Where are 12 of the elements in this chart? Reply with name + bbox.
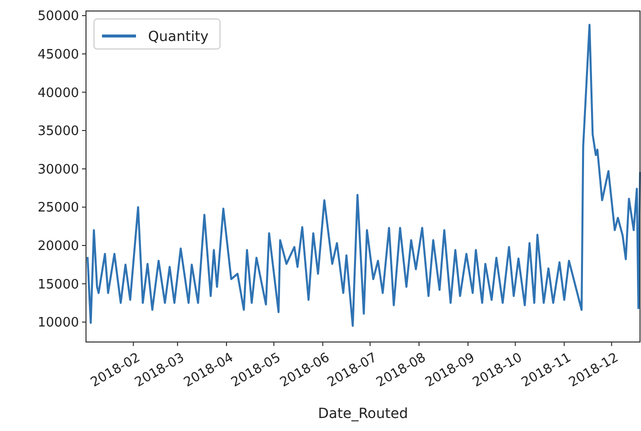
y-tick-label: 35000 [38,124,79,140]
y-tick-label: 25000 [38,200,79,216]
line-series [86,24,641,327]
y-tick-label: 20000 [38,239,79,254]
legend-label: Quantity [148,28,208,45]
y-tick-label: 15000 [38,277,79,292]
y-tick-label: 30000 [38,162,79,178]
y-tick-label: 45000 [38,47,79,62]
y-tick-label: 10000 [38,316,79,331]
y-tick-label: 50000 [38,9,79,24]
x-axis-title: Date_Routed [318,406,408,422]
y-tick-label: 40000 [38,86,79,101]
